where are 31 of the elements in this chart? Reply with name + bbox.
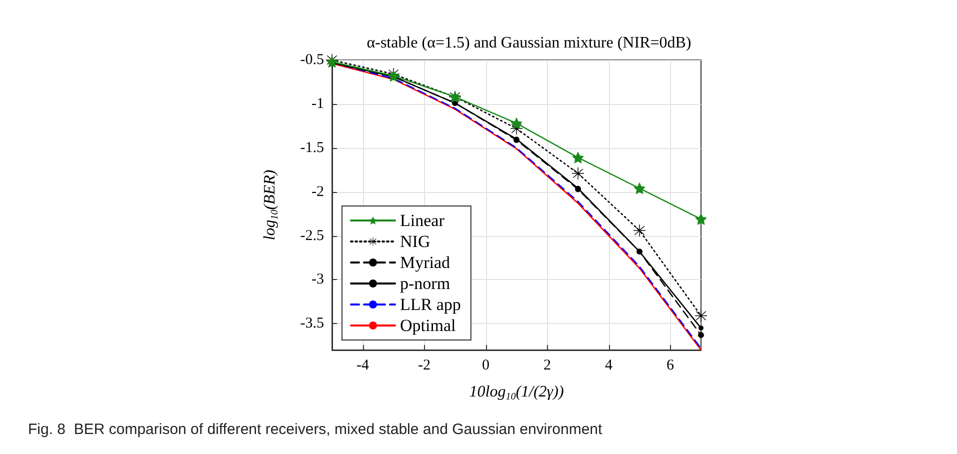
caption: Fig. 8 BER comparison of different receivers, mixed stable and Gaussian environment xyxy=(28,421,603,438)
y-tick-label: -3.5 xyxy=(300,316,324,332)
legend-label: Optimal xyxy=(400,316,456,335)
y-tick-label: -0.5 xyxy=(300,52,324,68)
legend-label: LLR app xyxy=(400,295,461,314)
x-tick-label: 2 xyxy=(544,358,551,374)
x-tick-label: 4 xyxy=(605,358,613,374)
point xyxy=(510,117,522,130)
legend-label: p-norm xyxy=(400,274,450,293)
x-tick-label: 6 xyxy=(666,358,674,374)
legend-label: Myriad xyxy=(400,253,451,272)
x-tick-label: -4 xyxy=(356,358,370,374)
y-axis-title: log10(BER) xyxy=(262,170,280,240)
x-tick-label: 0 xyxy=(482,358,490,374)
y-tick-label: -2.5 xyxy=(300,228,324,244)
point xyxy=(572,167,584,180)
legend-label: NIG xyxy=(400,232,430,251)
y-tick-label: -3 xyxy=(312,272,324,288)
point xyxy=(695,310,707,322)
point xyxy=(572,152,584,164)
y-tick-label: -1.5 xyxy=(300,140,324,156)
point xyxy=(695,213,707,226)
point xyxy=(634,182,646,194)
legend-label: Linear xyxy=(400,211,445,230)
y-tick-label: -1 xyxy=(312,96,324,112)
x-tick-label: -2 xyxy=(418,358,430,374)
y-tick-label: -2 xyxy=(312,184,324,200)
point xyxy=(698,326,704,331)
point xyxy=(698,332,704,338)
point xyxy=(634,224,646,236)
chart-title: α-stable (α=1.5) and Gaussian mixture (NIR=0dB) xyxy=(366,34,692,52)
